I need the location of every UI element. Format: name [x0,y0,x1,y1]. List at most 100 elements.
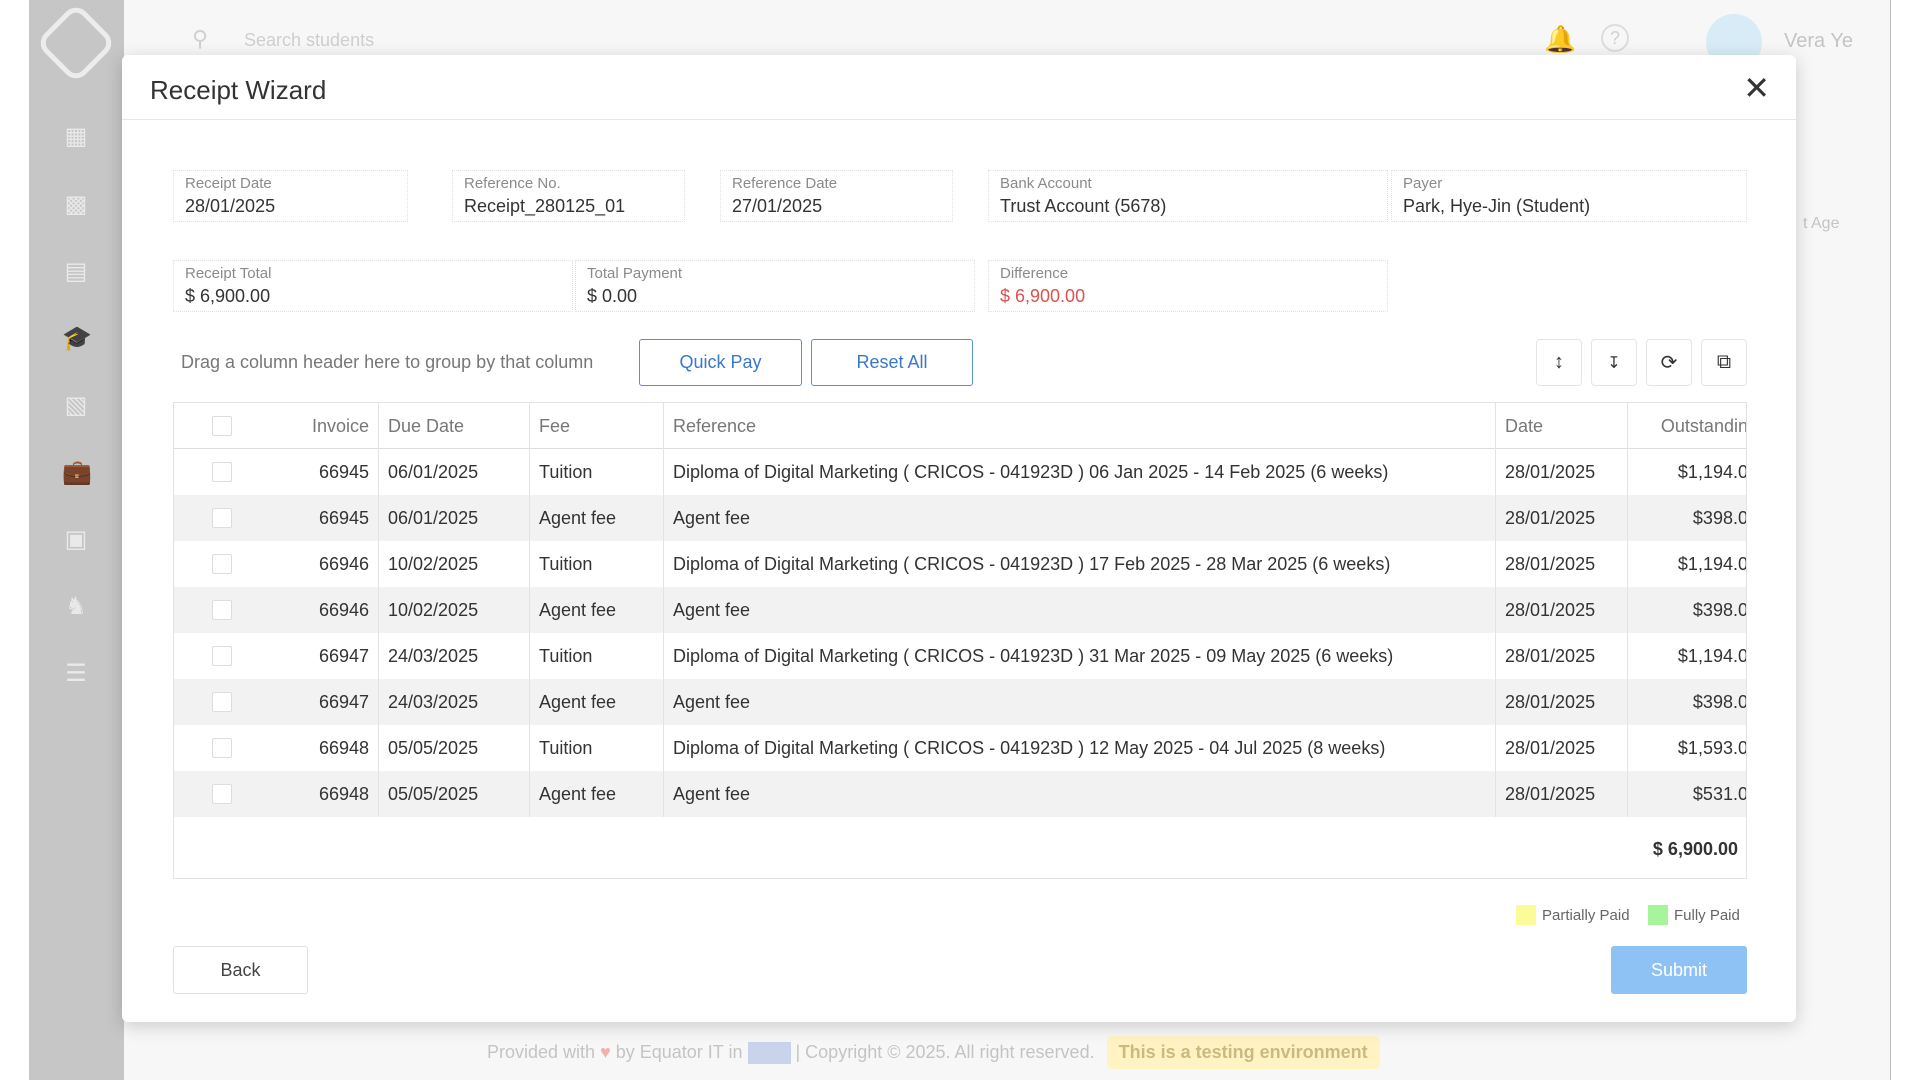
cell-due: 10/02/2025 [378,541,529,587]
field-value: $ 6,900.00 [1000,286,1086,306]
cell-date: 28/01/2025 [1495,587,1627,633]
column-header-fee[interactable]: Fee [529,403,663,449]
row-checkbox[interactable] [174,449,269,495]
table-row[interactable]: 66947 24/03/2025 Agent fee Agent fee 28/01/2… [174,679,1746,725]
graduation-icon[interactable]: 🎓 [62,325,92,352]
table-row[interactable]: 66946 10/02/2025 Agent fee Agent fee 28/01/2… [174,587,1746,633]
cell-due: 24/03/2025 [378,679,529,725]
top-bar: ⚲ Search students 🔔 ? Vera Ye [124,0,1890,80]
cell-invoice: 66946 [318,554,369,574]
table-row[interactable]: 66948 05/05/2025 Agent fee Agent fee 28/01/2… [174,771,1746,817]
cell-date: 28/01/2025 [1495,449,1627,495]
layout-icon[interactable]: ▧ [64,392,88,419]
cell-date: 28/01/2025 [1495,541,1627,587]
bank-account-field: Bank Account Trust Account (5678) [988,170,1388,222]
cell-outstanding: $1,593.00 [1627,725,1746,771]
cell-outstanding: $398.00 [1627,679,1746,725]
cell-reference: Diploma of Digital Marketing ( CRICOS - … [663,541,1495,587]
cell-reference: Diploma of Digital Marketing ( CRICOS - … [663,725,1495,771]
cell-outstanding: $1,194.00 [1627,633,1746,679]
cell-date: 28/01/2025 [1495,679,1627,725]
app-logo[interactable] [34,1,118,85]
help-icon[interactable]: ? [1601,24,1629,52]
cell-fee: Agent fee [529,771,663,817]
cell-reference: Agent fee [663,679,1495,725]
row-checkbox[interactable] [174,541,269,587]
dashboard-icon[interactable]: ▦ [64,123,88,150]
cell-reference: Diploma of Digital Marketing ( CRICOS - … [663,449,1495,495]
cell-fee: Agent fee [529,495,663,541]
column-header-date[interactable]: Date [1495,403,1627,449]
cell-invoice: 66947 [318,692,369,712]
field-value: 27/01/2025 [732,196,823,216]
cell-date: 28/01/2025 [1495,495,1627,541]
cell-invoice: 66946 [318,600,369,620]
cell-invoice: 66948 [318,784,369,804]
legend-label: Partially Paid [1542,906,1630,924]
search-icon: ⚲ [192,26,209,51]
search-input[interactable]: Search students [244,30,375,50]
contacts-icon[interactable]: ▩ [64,191,88,218]
collapse-rows-icon[interactable]: ↧ [1591,339,1637,386]
cell-outstanding: $531.00 [1627,771,1746,817]
bell-icon[interactable]: 🔔 [1544,24,1577,54]
select-all-checkbox[interactable] [174,403,269,449]
row-checkbox[interactable] [174,495,269,541]
row-checkbox[interactable] [174,587,269,633]
column-header-invoice[interactable]: Invoice [311,416,369,436]
footer-by: by Equator IT in [615,1042,743,1062]
partially-paid-swatch [1516,905,1536,925]
cell-date: 28/01/2025 [1495,633,1627,679]
heart-icon: ♥ [600,1042,611,1062]
difference-field: Difference $ 6,900.00 [988,260,1388,312]
cell-date: 28/01/2025 [1495,725,1627,771]
grid-total: $ 6,900.00 [1652,839,1738,859]
cell-fee: Tuition [529,449,663,495]
row-checkbox[interactable] [174,725,269,771]
submit-button[interactable]: Submit [1611,946,1747,994]
field-value: $ 6,900.00 [185,286,271,306]
documents-icon[interactable]: ▤ [64,258,88,285]
field-label: Bank Account [1000,175,1092,192]
field-value: $ 0.00 [587,286,638,306]
cell-fee: Agent fee [529,679,663,725]
cell-outstanding: $1,194.00 [1627,449,1746,495]
table-row[interactable]: 66946 10/02/2025 Tuition Diploma of Digital… [174,541,1746,587]
reset-all-button[interactable]: Reset All [811,339,973,386]
briefcase-icon[interactable]: 💼 [62,459,92,486]
quick-pay-button[interactable]: Quick Pay [639,339,802,386]
column-header-due[interactable]: Due Date [378,403,529,449]
column-header-outstanding[interactable]: Outstanding [1627,403,1746,449]
table-row[interactable]: 66947 24/03/2025 Tuition Diploma of Digital… [174,633,1746,679]
cell-reference: Agent fee [663,495,1495,541]
row-checkbox[interactable] [174,771,269,817]
table-row[interactable]: 66945 06/01/2025 Agent fee Agent fee 28/01/2… [174,495,1746,541]
testing-environment-badge: This is a testing environment [1106,1036,1380,1069]
row-checkbox[interactable] [174,633,269,679]
cell-outstanding: $1,194.00 [1627,541,1746,587]
back-button[interactable]: Back [173,946,308,994]
group-by-hint: Drag a column header here to group by th… [181,352,594,372]
column-header-reference[interactable]: Reference [663,403,1495,449]
reset-layout-icon[interactable]: ⟳ [1646,339,1692,386]
users-icon[interactable]: ♞ [65,593,87,620]
field-label: Reference No. [464,175,561,192]
legend-label: Fully Paid [1674,906,1740,924]
table-row[interactable]: 66948 05/05/2025 Tuition Diploma of Digital… [174,725,1746,771]
user-name[interactable]: Vera Ye [1784,30,1853,52]
table-row[interactable]: 66945 06/01/2025 Tuition Diploma of Digital… [174,449,1746,495]
cell-invoice: 66945 [318,462,369,482]
settings-sliders-icon[interactable]: ☰ [65,660,87,687]
cell-due: 10/02/2025 [378,587,529,633]
invoice-icon[interactable]: ▣ [64,526,88,553]
expand-rows-icon[interactable]: ↕ [1536,339,1582,386]
row-checkbox[interactable] [174,679,269,725]
cell-due: 24/03/2025 [378,633,529,679]
cell-due: 06/01/2025 [378,449,529,495]
field-label: Reference Date [732,175,838,192]
legend-partially-paid: Partially Paid [1516,905,1630,925]
column-chooser-icon[interactable]: ⧉ [1701,339,1747,386]
close-icon[interactable]: ✕ [1743,70,1770,106]
cell-outstanding: $398.00 [1627,495,1746,541]
field-label: Receipt Date [185,175,272,192]
